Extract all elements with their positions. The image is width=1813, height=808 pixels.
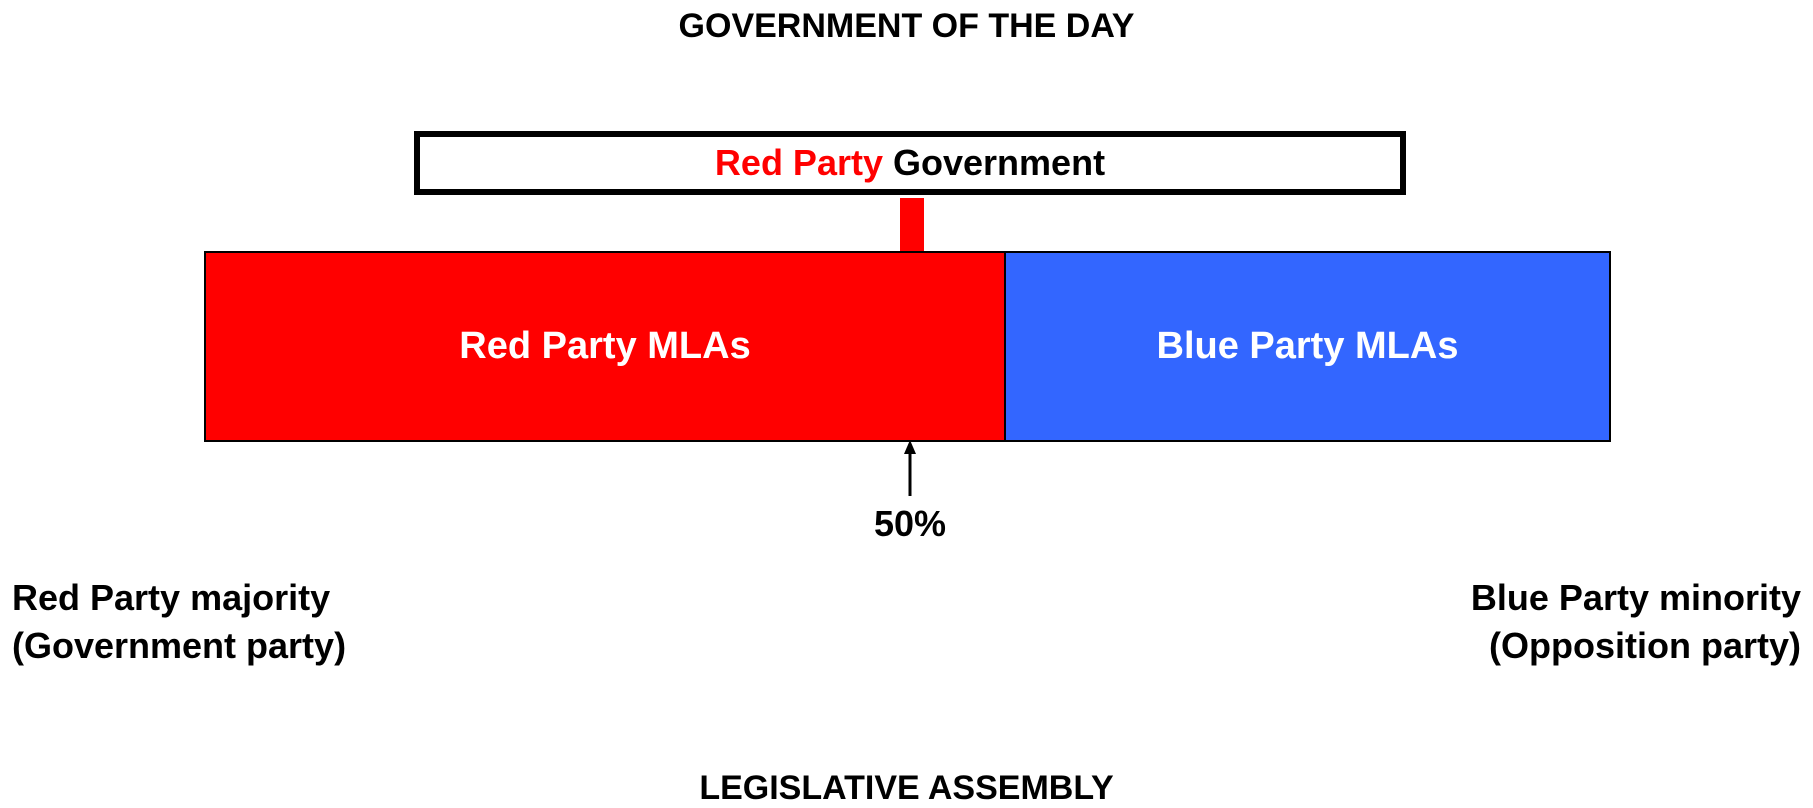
left-note-line1: Red Party majority (12, 577, 331, 618)
government-connector (900, 198, 924, 252)
blue-party-bar-label: Blue Party MLAs (1156, 325, 1459, 367)
right-note: Blue Party minority (Opposition party) (1471, 574, 1801, 670)
threshold-arrow-icon (904, 440, 916, 496)
government-label: Government (893, 142, 1106, 183)
government-box-spacer (883, 142, 893, 184)
diagram-title-bottom: LEGISLATIVE ASSEMBLY (699, 769, 1114, 807)
left-note-line2: (Government party) (12, 625, 347, 666)
diagram-title-top: GOVERNMENT OF THE DAY (678, 7, 1135, 45)
right-note-line2: (Opposition party) (1489, 625, 1801, 666)
threshold-label: 50% (873, 503, 947, 544)
government-box: Red Party Government (414, 131, 1406, 195)
red-party-bar: Red Party MLAs (204, 251, 1006, 442)
right-note-line1: Blue Party minority (1470, 577, 1801, 618)
blue-party-bar: Blue Party MLAs (1004, 251, 1611, 442)
red-party-bar-label: Red Party MLAs (459, 325, 751, 367)
government-party-name: Red Party (714, 142, 883, 183)
left-note: Red Party majority (Government party) (12, 574, 346, 670)
